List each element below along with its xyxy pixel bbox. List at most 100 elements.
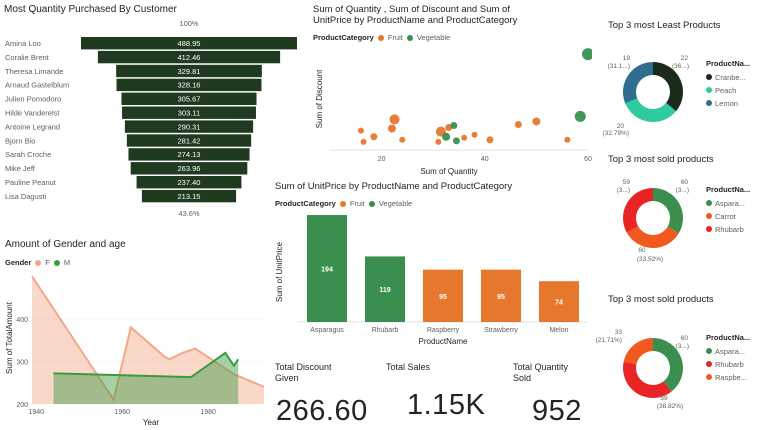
funnel-bar [128,148,250,161]
male-series-line [53,351,240,379]
gender-y-tick: 200 [16,402,28,409]
donut-data-label: 20 [617,123,625,130]
vegetable-legend-dot [368,200,375,207]
funnel-customer-label: Lisa Dagusti [5,192,47,201]
donut-legend-label: Peach [715,86,736,95]
donut-legend-dot [706,348,712,354]
donut-legend-label: Aspara... [715,199,745,208]
donut-data-label: 60 [681,335,689,342]
donut-data-label: (36...) [672,63,689,70]
funnel-customer-label: Pauline Peanut [5,178,57,187]
donut-chart-most-sold-1: ProductNa...Aspara...CarrotRhubarb60(3..… [617,179,751,263]
unitprice-bar [539,281,579,322]
female-legend-dot [35,259,42,266]
unitprice-bar-label: 119 [379,287,390,294]
unitprice-x-tick: Melon [549,327,568,334]
funnel-top-percent: 100% [179,19,199,28]
unitprice-x-tick: Strawberry [484,327,518,334]
donut-2-title: Top 3 most sold products [608,154,714,165]
donut-data-label: (33.52%) [637,256,663,263]
total-quantity-label-1: Total Quantity [513,362,569,372]
scatter-y-axis-title: Sum of Discount [315,69,324,128]
donut-legend-label: Raspbe... [715,373,747,382]
donut-legend-dot [706,374,712,380]
gender-x-tick: 1940 [29,409,45,416]
scatter-point [532,117,541,126]
funnel-customer-label: Amina Loo [5,39,41,48]
unitprice-x-tick: Raspberry [427,327,460,334]
donut-slice [623,188,653,233]
scatter-legend-title: ProductCategory [313,33,374,42]
donut-data-label: (38.82%) [657,403,683,410]
total-discount-label-1: Total Discount [275,362,332,372]
donut-legend-label: Rhubarb [715,360,744,369]
donut-legend-title: ProductNa... [706,185,750,194]
unitprice-bar-label: 95 [497,294,505,301]
donut-legend-dot [706,100,712,106]
scatter-x-tick: 60 [584,156,592,163]
total-discount-value: 266.60 [276,395,368,427]
funnel-value-label: 274.13 [178,150,201,159]
donut-3-title: Top 3 most sold products [608,294,714,305]
fruit-legend-dot [377,34,384,41]
scatter-legend: ProductCategory Fruit Vegetable [313,33,450,42]
funnel-bar [116,64,262,78]
donut-slice [623,361,672,398]
donut-legend-dot [706,213,712,219]
donut-data-label: 60 [638,247,646,254]
gender-y-axis-title: Sum of TotalAmount [5,301,14,374]
gender-x-tick: 1960 [114,409,130,416]
donut-data-label: 59 [660,395,668,402]
scatter-point [564,136,571,143]
unitprice-legend: ProductCategory Fruit Vegetable [275,199,412,208]
scatter-title-line2: UnitPrice by ProductName and ProductCate… [313,15,518,26]
gender-title: Amount of Gender and age [5,239,126,250]
donut-slice [625,98,677,122]
scatter-point [389,114,400,125]
funnel-customer-label: Sarah Croche [5,150,51,159]
funnel-bar [141,189,237,203]
scatter-legend-fruit: Fruit [387,33,403,42]
donut-data-label: 33 [615,329,623,336]
funnel-value-label: 263.96 [178,164,201,173]
donut-slice [623,62,653,104]
funnel-bar [126,134,252,147]
funnel-customer-label: Antoine Legrand [5,122,60,131]
total-quantity-label-2: Sold [513,373,532,383]
donut-legend-title: ProductNa... [706,333,750,342]
unitprice-x-axis-title: ProductName [419,337,468,346]
donut-legend-label: Rhubarb [715,225,744,234]
scatter-point [357,127,364,134]
total-discount-label-2: Given [275,373,299,383]
male-legend-dot [53,259,60,266]
donut-legend-label: Lemon [715,99,738,108]
gender-x-axis-title: Year [143,418,160,427]
scatter-x-tick: 40 [481,156,489,163]
funnel-bottom-percent: 43.6% [178,209,200,218]
unitprice-x-tick: Asparagus [310,327,344,334]
scatter-point [387,124,396,133]
gender-legend-f: F [45,258,50,267]
gender-y-tick: 400 [16,317,28,324]
unitprice-title: Sum of UnitPrice by ProductName and Prod… [275,181,513,192]
donut-data-label: 60 [681,179,689,186]
gender-area-chart: 200 300 400 1940 1960 1980 Year Sum of TotalAmo… [5,275,265,427]
gender-legend: Gender F M [5,258,70,267]
vegetable-legend-dot [406,34,413,41]
funnel-bar [122,106,256,119]
scatter-point [582,48,592,61]
funnel-customer-label: Arnaud Gastelblum [5,81,69,90]
donut-legend-label: Carrot [715,212,737,221]
unitprice-bar-label: 95 [439,294,447,301]
scatter-point [461,134,468,141]
donut-slice [653,188,683,234]
total-quantity-value: 952 [532,395,582,427]
donut-chart-least-products: ProductNa... Cranbe... Peach Lemon 22(36...)… [603,55,751,137]
donut-data-label: (21.71%) [596,337,622,344]
donut-legend-title: ProductNa... [706,59,750,68]
unitprice-y-axis-title: Sum of UnitPrice [275,241,284,302]
unitprice-x-tick: Rhubarb [372,327,399,334]
donut-data-label: (3...) [676,187,689,194]
funnel-chart: 100% Amina Loo 488.95 Coralie Brent 412.46 Th… [5,19,297,218]
scatter-point [442,132,451,141]
